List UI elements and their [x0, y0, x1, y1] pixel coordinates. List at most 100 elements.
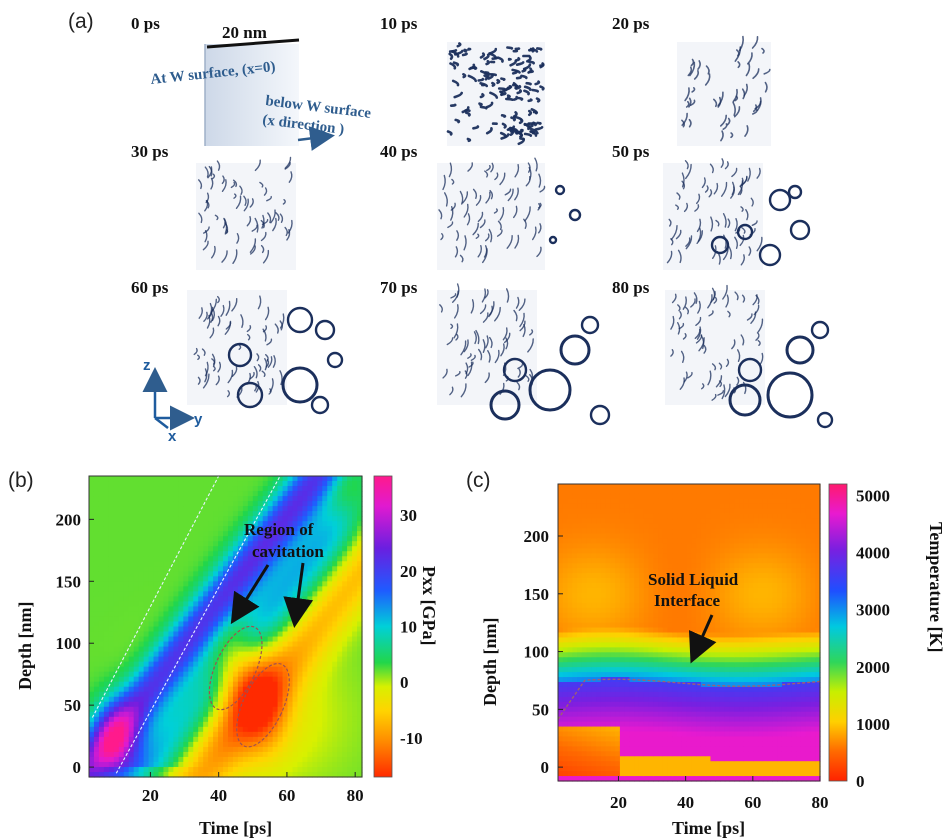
temperature-heatmap-cell: [619, 716, 626, 723]
pxx-heatmap-cell: [312, 596, 318, 603]
pxx-heatmap-cell: [307, 486, 313, 492]
temperature-heatmap-cell: [591, 662, 597, 668]
pxx-heatmap-cell: [198, 536, 204, 542]
pxx-heatmap-cell: [113, 636, 120, 643]
pxx-heatmap-cell: [237, 746, 244, 753]
pxx-heatmap-cell: [257, 656, 264, 663]
pxx-heatmap-cell: [183, 766, 189, 773]
pxx-heatmap-cell: [93, 716, 100, 723]
pxx-heatmap-cell: [223, 681, 229, 688]
pxx-heatmap-cell: [108, 616, 115, 623]
temperature-heatmap-cell: [581, 508, 588, 515]
pxx-heatmap-cell: [138, 611, 145, 618]
pxx-heatmap-cell: [173, 641, 179, 648]
temperature-heatmap-cell: [615, 548, 621, 554]
temperature-heatmap-cell: [619, 558, 626, 564]
pxx-heatmap-cell: [332, 531, 338, 537]
pxx-heatmap-cell: [272, 656, 279, 663]
pxx-heatmap-cell: [327, 551, 333, 557]
pxx-heatmap-cell: [297, 641, 304, 648]
temperature-heatmap-cell: [624, 756, 631, 762]
pxx-heatmap-cell: [317, 596, 323, 603]
temperature-heatmap-cell: [600, 592, 607, 599]
pxx-heatmap-cell: [262, 546, 269, 552]
pxx-heatmap-cell: [277, 646, 284, 653]
snapshot-defect: [250, 245, 256, 255]
pxx-heatmap-cell: [307, 546, 313, 552]
pxx-heatmap-cell: [103, 681, 110, 688]
pxx-heatmap-cell: [312, 746, 318, 753]
pxx-heatmap-cell: [173, 691, 179, 698]
pxx-heatmap-cell: [133, 661, 140, 668]
temperature-heatmap-cell: [624, 696, 631, 703]
pxx-heatmap-cell: [93, 481, 100, 487]
temperature-heatmap-cell: [629, 568, 635, 574]
pxx-heatmap-cell: [143, 591, 150, 597]
pxx-heatmap-cell: [262, 636, 269, 643]
pxx-heatmap-cell: [307, 581, 313, 587]
temperature-heatmap-cell: [577, 706, 583, 713]
pxx-heatmap-cell: [242, 616, 249, 623]
temperature-heatmap-cell: [567, 558, 573, 564]
pxx-heatmap-cell: [252, 631, 259, 638]
pxx-heatmap-cell: [218, 686, 224, 693]
temperature-heatmap-cell: [600, 548, 607, 554]
pxx-heatmap-cell: [118, 506, 125, 512]
pxx-heatmap-cell: [158, 486, 165, 492]
pxx-heatmap-cell: [347, 771, 353, 778]
pxx-heatmap-cell: [213, 566, 219, 572]
pxx-heatmap-cell: [158, 761, 165, 768]
pxx-heatmap-cell: [158, 566, 165, 572]
pxx-heatmap-cell: [163, 566, 170, 572]
pxx-heatmap-cell: [183, 566, 189, 572]
pxx-heatmap-cell: [203, 771, 209, 778]
temperature-heatmap-cell: [600, 721, 607, 728]
temperature-heatmap-cell: [577, 662, 583, 668]
pxx-heatmap-cell: [188, 671, 194, 678]
temperature-heatmap-cell: [562, 528, 569, 535]
pxx-heatmap-cell: [272, 716, 279, 723]
pxx-heatmap-cell: [178, 586, 184, 592]
temperature-heatmap-cell: [581, 493, 588, 500]
pxx-heatmap-cell: [143, 601, 150, 608]
pxx-heatmap-cell: [322, 736, 328, 743]
pxx-heatmap-cell: [307, 611, 313, 618]
pxx-heatmap-cell: [173, 576, 179, 582]
pxx-heatmap-cell: [352, 531, 358, 537]
temperature-heatmap-cell: [605, 627, 611, 634]
snapshot-defect: [211, 173, 216, 180]
temperature-heatmap-cell: [634, 503, 640, 510]
pxx-heatmap-cell: [193, 476, 199, 482]
pxx-heatmap-cell: [128, 576, 135, 582]
pxx-heatmap-cell: [352, 581, 358, 587]
snapshot-defect: [722, 123, 728, 130]
temperature-heatmap-cell: [591, 523, 597, 530]
pxx-heatmap-cell: [232, 696, 239, 703]
temperature-heatmap-cell: [572, 672, 578, 678]
pxx-heatmap-cell: [232, 706, 239, 713]
pxx-heatmap-cell: [282, 481, 289, 487]
temperature-heatmap-cell: [572, 513, 578, 520]
snapshot-defect: [497, 56, 504, 63]
pxx-heatmap-cell: [103, 696, 110, 703]
pxx-heatmap-cell: [143, 736, 150, 743]
pxx-heatmap-cell: [178, 661, 184, 668]
snapshot-defect: [677, 304, 681, 312]
temperature-heatmap-cell: [624, 513, 631, 520]
pxx-heatmap-cell: [143, 706, 150, 713]
pxx-heatmap-cell: [282, 756, 289, 763]
pxx-heatmap-cell: [357, 486, 363, 492]
pxx-heatmap-cell: [118, 571, 125, 577]
snapshot-defect: [534, 157, 538, 172]
pxx-heatmap-cell: [103, 621, 110, 628]
pxx-heatmap-cell: [237, 546, 244, 552]
pxx-heatmap-cell: [89, 661, 95, 668]
temperature-heatmap-cell: [605, 518, 611, 525]
snapshot-defect: [204, 166, 209, 178]
snapshot-defect: [680, 350, 685, 363]
pxx-heatmap-cell: [312, 476, 318, 482]
pxx-heatmap-cell: [322, 566, 328, 572]
pxx-heatmap-cell: [272, 491, 279, 497]
pxx-heatmap-cell: [123, 571, 130, 577]
